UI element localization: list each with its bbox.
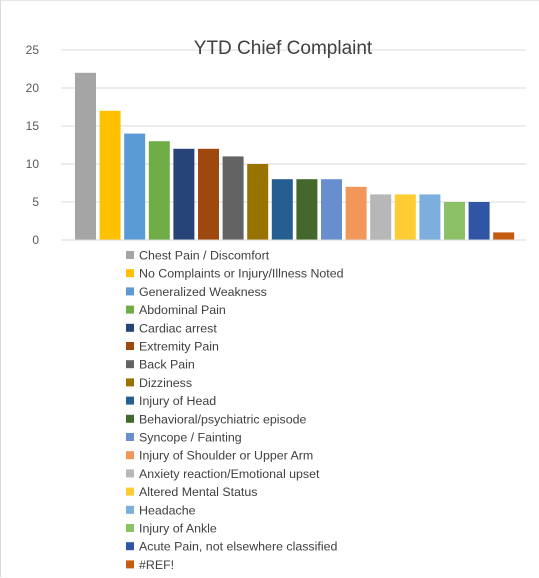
y-tick-label: 20 xyxy=(26,81,40,95)
y-axis-ticks: 0 5 10 15 20 25 xyxy=(26,43,40,247)
legend-entry: Chest Pain / Discomfort xyxy=(139,249,270,263)
bar xyxy=(468,202,490,240)
bars xyxy=(75,72,515,240)
bar xyxy=(370,194,392,240)
legend-swatch xyxy=(126,287,134,296)
legend-swatch xyxy=(126,451,134,460)
legend-swatch xyxy=(126,433,134,441)
legend-entry: Behavioral/psychiatric episode xyxy=(139,412,306,426)
legend-swatch xyxy=(126,378,134,387)
bar xyxy=(419,194,441,240)
legend-swatch xyxy=(126,505,134,514)
legend-swatch xyxy=(126,487,134,496)
bar xyxy=(345,186,367,240)
legend-swatch xyxy=(126,469,134,478)
legend-swatch xyxy=(126,524,134,532)
legend-swatch xyxy=(126,414,134,423)
legend-entry: Headache xyxy=(139,503,196,517)
legend-swatch xyxy=(126,269,134,278)
legend-entry: Extremity Pain xyxy=(139,340,219,354)
legend-swatch xyxy=(126,542,134,551)
legend-entry: Back Pain xyxy=(139,358,195,372)
legend: Chest Pain / Discomfort No Complaints or … xyxy=(126,249,344,572)
bar xyxy=(296,179,318,240)
legend-swatch xyxy=(126,323,134,332)
bar xyxy=(394,194,416,240)
bar xyxy=(271,179,293,240)
legend-entry: Injury of Ankle xyxy=(139,522,217,536)
legend-entry: Altered Mental Status xyxy=(139,485,257,499)
legend-entry: #REF! xyxy=(139,558,174,572)
legend-swatch xyxy=(126,342,134,350)
bar xyxy=(99,110,121,240)
legend-entry: Generalized Weakness xyxy=(139,285,267,299)
chart-title: YTD Chief Complaint xyxy=(194,38,373,59)
legend-entry: No Complaints or Injury/Illness Noted xyxy=(139,267,344,281)
legend-entry: Syncope / Fainting xyxy=(139,431,242,445)
bar xyxy=(444,202,465,240)
legend-entry: Injury of Head xyxy=(139,394,216,408)
legend-swatch xyxy=(126,560,134,569)
y-tick-label: 5 xyxy=(32,195,39,209)
legend-swatch xyxy=(126,305,134,314)
bar xyxy=(124,133,146,240)
legend-entry: Injury of Shoulder or Upper Arm xyxy=(139,449,313,463)
y-tick-label: 15 xyxy=(26,119,40,133)
y-tick-label: 10 xyxy=(26,157,40,171)
y-tick-label: 0 xyxy=(32,233,39,247)
legend-entry: Abdominal Pain xyxy=(139,303,226,317)
bar xyxy=(493,232,515,240)
legend-swatch xyxy=(126,360,134,369)
bar xyxy=(222,156,244,240)
bar xyxy=(247,164,269,240)
legend-entry: Dizziness xyxy=(139,376,192,390)
bar xyxy=(321,179,342,240)
bar xyxy=(173,148,195,240)
legend-entry: Acute Pain, not elsewhere classified xyxy=(139,540,337,554)
bar xyxy=(75,72,96,240)
legend-entry: Cardiac arrest xyxy=(139,321,217,335)
bar xyxy=(198,148,219,240)
legend-entry: Anxiety reaction/Emotional upset xyxy=(139,467,320,481)
bar xyxy=(148,141,170,240)
legend-swatch xyxy=(126,251,134,259)
legend-swatch xyxy=(126,396,134,405)
y-tick-label: 25 xyxy=(26,43,40,57)
